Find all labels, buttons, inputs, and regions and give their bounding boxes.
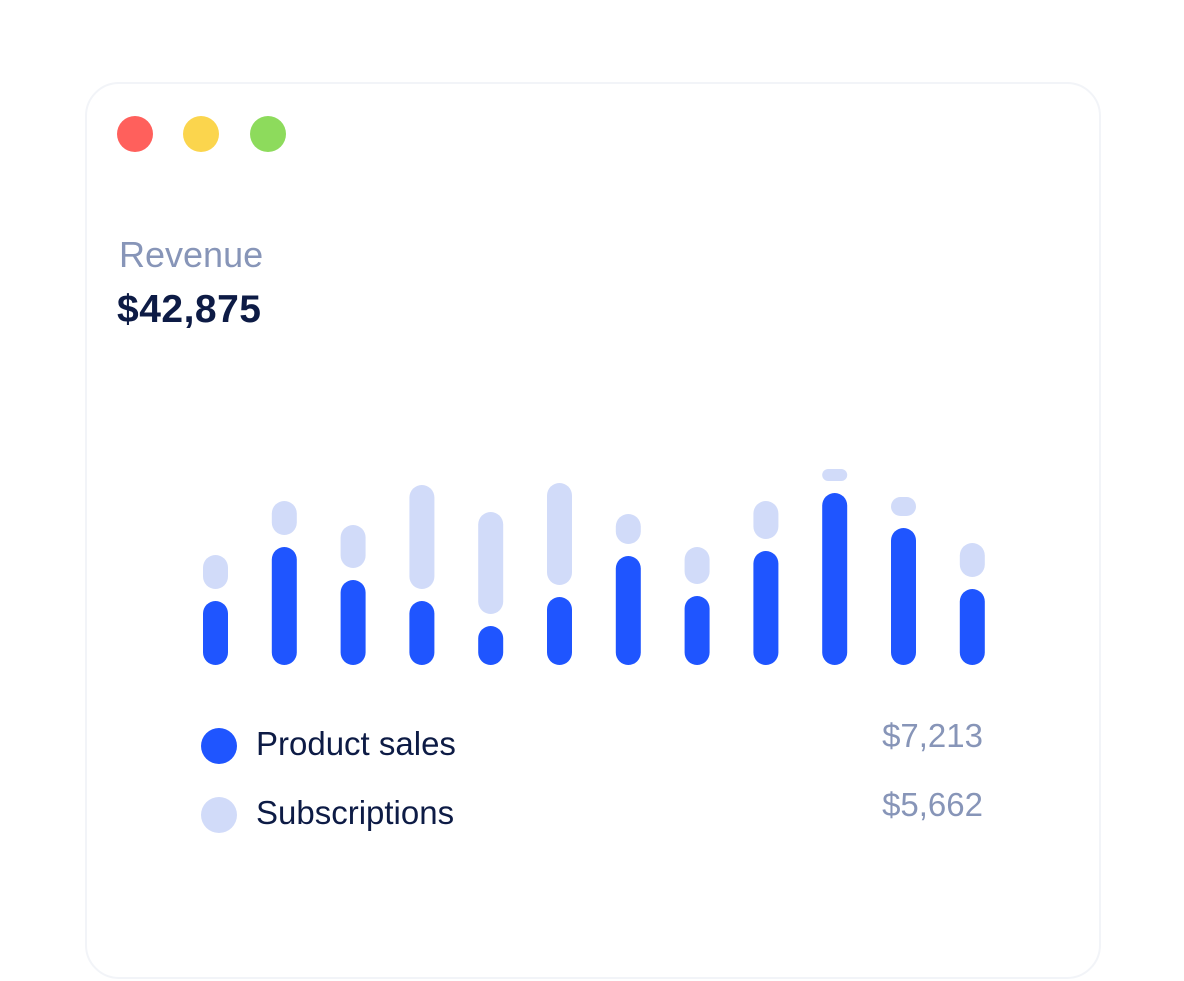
legend-item-product-sales: Product sales $7,213 xyxy=(201,719,983,766)
minimize-window-button[interactable] xyxy=(183,116,219,152)
maximize-window-button[interactable] xyxy=(250,116,286,152)
legend-item-subscriptions: Subscriptions $5,662 xyxy=(201,788,983,835)
subscriptions-swatch xyxy=(201,797,237,833)
revenue-value: $42,875 xyxy=(117,288,262,331)
app-window xyxy=(85,82,1101,979)
legend-value-product-sales: $7,213 xyxy=(882,717,983,754)
legend-label-product-sales: Product sales xyxy=(256,725,456,762)
product-sales-swatch xyxy=(201,728,237,764)
legend-label-subscriptions: Subscriptions xyxy=(256,794,455,831)
legend-value-subscriptions: $5,662 xyxy=(882,786,983,823)
close-window-button[interactable] xyxy=(117,116,153,152)
revenue-label: Revenue xyxy=(119,234,264,275)
